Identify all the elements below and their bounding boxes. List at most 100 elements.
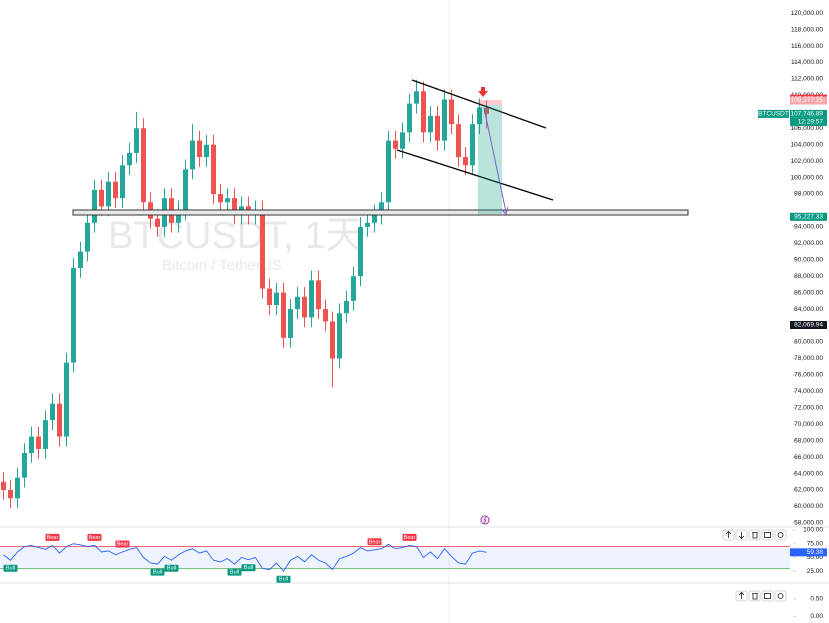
stop-zone [478,100,502,105]
price-label: 95,227.33 [794,214,823,221]
candle-body [372,214,377,223]
y-tick-label: 114,000.00 [791,59,823,66]
icon [752,593,758,600]
symbol-tag-box [758,109,789,118]
y-tick-label: 100,000.00 [790,174,823,181]
countdown: 12:29:57 [798,119,824,126]
candle-body [477,107,482,125]
icon [752,532,758,539]
y-tick-label: 112,000.00 [791,76,823,83]
candle-body [43,420,48,449]
candle-body [218,194,223,203]
y-tick-label: 90,000.00 [794,257,823,264]
icon [738,591,745,599]
candle-body [204,144,209,158]
y-tick-label: 74,000.00 [794,388,823,395]
projection-arrow-head [500,206,509,215]
delete-button[interactable] [748,590,761,602]
maximize-button[interactable] [774,529,787,541]
maximize-button[interactable] [774,590,787,602]
icon [764,532,771,538]
channel-lower [396,149,554,201]
rsi-signal-box [276,575,291,583]
settings-button[interactable] [761,590,774,602]
delete-button[interactable] [748,529,761,541]
icon [725,530,732,538]
y-tick-label: 92,000.00 [794,240,823,247]
candle-body [344,300,349,314]
icon [738,532,745,540]
pane-toolbar [735,590,787,602]
support-zone [72,209,689,216]
candle-body [260,210,265,289]
rsi-signal: Bull [279,577,288,583]
icon [764,593,771,599]
rsi-signal-box [227,568,242,576]
settings-button[interactable] [761,529,774,541]
lower-y-tick-label: 0.00 [810,613,823,620]
candle-body [407,103,412,133]
candle-body [78,251,83,269]
price-label-box [790,212,827,221]
rsi-signal-box [367,538,382,546]
y-tick-label: 70,000.00 [794,421,823,428]
candle-body [15,477,20,499]
y-tick-label: 104,000.00 [790,141,823,148]
watermark-symbol: BTCUSDT, 1天 [108,215,363,257]
candle-body [141,128,146,203]
candle-body [134,128,139,153]
rsi-value-label: 59.38 [807,549,824,556]
candle-body [29,436,34,454]
rsi-signal-box [150,568,165,576]
candle-body [470,124,475,166]
price-label-box [790,96,827,105]
y-tick-label: 98,000.00 [794,191,823,198]
candle-body [211,144,216,195]
candle-body [120,165,125,199]
candle-body [365,222,370,227]
lower-y-tick-label: 0.50 [810,596,823,603]
event-icon[interactable] [480,515,490,525]
pane-toolbar [722,529,787,541]
candle-body [50,403,55,421]
candle-body [337,313,342,359]
rsi-y-tick-label: 75.00 [807,540,824,547]
candle-body [176,210,181,223]
y-tick-label: 102,000.00 [790,158,823,165]
candle-body [456,124,461,158]
y-tick-label: 58,000.00 [794,520,823,527]
icon [777,593,784,599]
rsi-signal: Bear [47,535,59,541]
candle-body [274,292,279,306]
candle-body [295,296,300,310]
y-tick-label: 86,000.00 [794,289,823,296]
candle-body [351,276,356,301]
price-label: 109,377.25 [790,97,823,104]
candle-body [106,181,111,207]
candle-body [113,181,118,199]
rsi-signal-box [402,533,417,541]
candle-body [316,280,321,310]
candle-body [127,152,132,166]
rsi-signal: Bear [89,535,101,541]
icon [777,532,784,538]
candle-body [302,296,307,318]
candle-body [449,99,454,125]
symbol-tag: BTCUSDT [758,111,789,118]
candle-body [400,132,405,149]
candle-body [232,198,237,215]
candle-body [309,280,314,318]
candle-body [71,268,76,363]
candle-body [323,309,328,322]
y-tick-label: 88,000.00 [794,273,823,280]
candle-body [463,157,468,166]
y-tick-label: 120,000.00 [790,10,823,17]
price-label: 107,746.89 [790,111,823,118]
y-tick-label: 76,000.00 [794,372,823,379]
rsi-signal: Bull [153,570,162,576]
y-tick-label: 64,000.00 [794,470,823,477]
y-tick-label: 78,000.00 [794,355,823,362]
candle-body [288,309,293,338]
candle-body [99,189,104,207]
